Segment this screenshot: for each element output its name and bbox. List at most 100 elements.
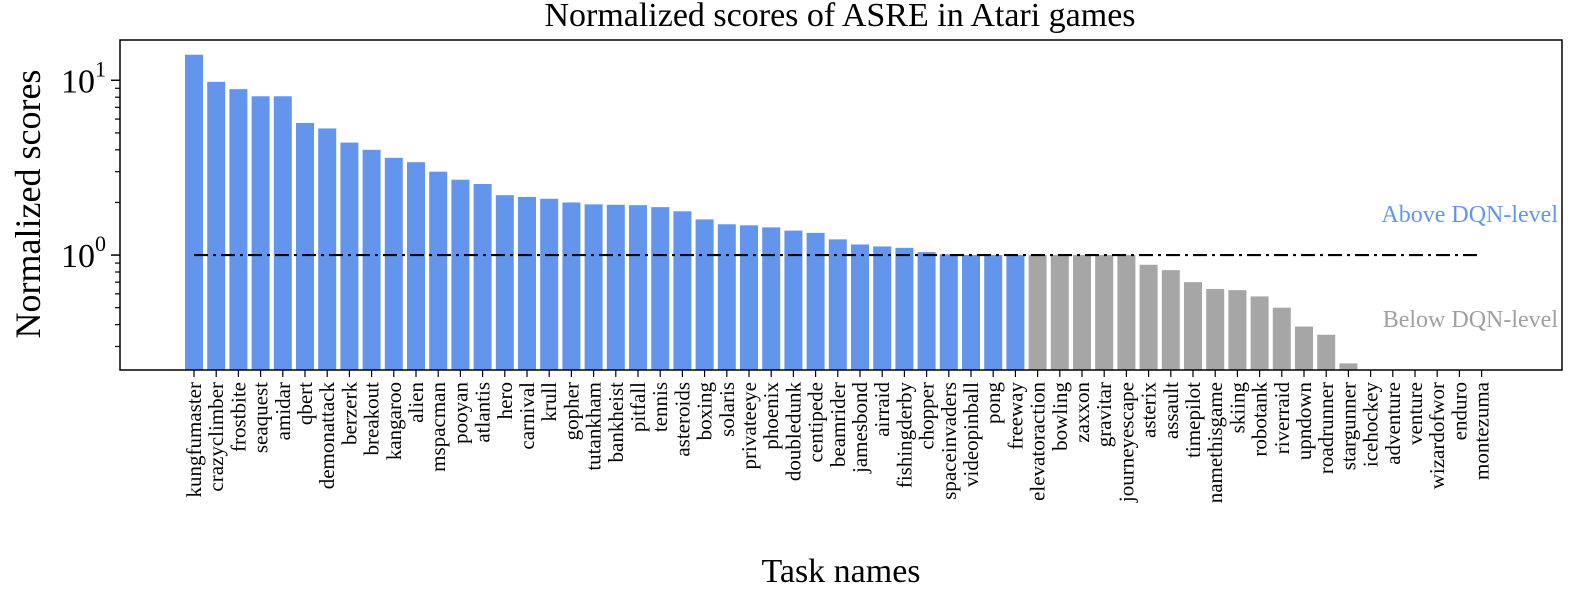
bar-hero [495, 195, 514, 370]
x-tick-label: timepilot [1181, 382, 1205, 458]
x-tick-label: demonattack [315, 382, 339, 490]
x-tick-label: beamrider [826, 382, 850, 467]
plot-frame [119, 39, 1563, 371]
x-tick-label: riverraid [1270, 382, 1294, 455]
bar-carnival [518, 196, 536, 370]
bar-doubledunk [784, 230, 803, 370]
bar-skiing [1228, 290, 1247, 370]
x-tick-label: tutankham [582, 382, 606, 471]
bar-frostbite [229, 89, 248, 370]
x-tick-label: doubledunk [781, 382, 805, 482]
x-tick-label: montezuma [1470, 381, 1494, 480]
x-tick-label: amidar [271, 382, 295, 440]
x-tick-label: robotank [1248, 382, 1272, 457]
x-tick-label: carnival [515, 382, 539, 450]
x-tick-label: fishingderby [892, 382, 916, 489]
bar-asteroids [673, 211, 692, 370]
bar-kangaroo [384, 157, 403, 370]
x-tick-label: kangaroo [382, 382, 406, 460]
bar-roadrunner [1317, 334, 1336, 370]
bar-robotank [1250, 296, 1269, 370]
bar-namethisgame [1206, 288, 1225, 370]
y-tick-label: 100 [61, 231, 106, 275]
x-tick-label: wizardofwor [1425, 382, 1449, 489]
bar-berzerk [340, 142, 359, 370]
x-tick-label: namethisgame [1203, 382, 1227, 503]
bar-riverraid [1272, 307, 1291, 370]
y-axis: 100 101 [61, 56, 120, 348]
bar-airraid [873, 246, 892, 370]
x-tick-label: kungfumaster [182, 382, 206, 497]
x-axis: kungfumastercrazyclimberfrostbiteseaques… [182, 370, 1494, 503]
bar-phoenix [762, 227, 781, 370]
x-tick-label: stargunner [1336, 382, 1360, 470]
annotation-above: Above DQN-level [1381, 202, 1558, 228]
bar-pooyan [451, 179, 470, 370]
x-tick-label: qbert [293, 382, 317, 425]
bar-zaxxon [1073, 255, 1091, 370]
x-tick-label: asteroids [670, 382, 694, 457]
x-tick-label: upndown [1292, 382, 1316, 461]
bar-alien [407, 162, 425, 370]
x-tick-label: roadrunner [1314, 382, 1338, 474]
x-tick-label: skiing [1225, 382, 1249, 434]
bar-freeway [1006, 255, 1025, 370]
bar-timepilot [1184, 282, 1202, 370]
x-tick-label: jamesbond [848, 382, 872, 474]
bar-asterix [1139, 264, 1158, 370]
annotation-below: Below DQN-level [1383, 307, 1559, 333]
bar-demonattack [318, 128, 337, 370]
x-tick-label: adventure [1381, 382, 1405, 465]
bar-bankheist [606, 204, 625, 370]
x-tick-label: seaquest [249, 382, 273, 453]
x-tick-label: elevatoraction [1026, 382, 1050, 501]
x-tick-label: breakout [360, 382, 384, 456]
bars-group [185, 54, 1358, 371]
x-tick-label: phoenix [759, 382, 783, 450]
bar-amidar [273, 96, 292, 371]
x-tick-label: chopper [915, 382, 939, 450]
bar-centipede [806, 232, 825, 370]
bar-pitfall [629, 205, 647, 370]
y-axis-label: Normalized scores [8, 70, 48, 339]
bar-assault [1161, 270, 1180, 370]
bar-atlantis [473, 184, 492, 370]
bar-tennis [651, 207, 670, 370]
x-tick-label: freeway [1003, 382, 1027, 450]
bar-beamrider [828, 239, 847, 370]
x-tick-label: videopinball [959, 382, 983, 487]
x-tick-label: atlantis [471, 382, 495, 443]
x-tick-label: zaxxon [1070, 382, 1094, 443]
bar-gravitar [1095, 255, 1114, 370]
bar-privateeye [740, 225, 758, 370]
x-tick-label: boxing [693, 382, 717, 441]
bar-spaceinvaders [939, 254, 958, 370]
x-tick-label: asterix [1137, 382, 1161, 438]
bar-solaris [717, 224, 736, 370]
bar-bowling [1050, 255, 1069, 370]
bar-journeyescape [1117, 255, 1136, 370]
bar-fishingderby [895, 247, 914, 370]
x-tick-label: frostbite [226, 382, 250, 452]
bar-chopper [917, 252, 936, 370]
x-tick-label: hero [493, 382, 517, 419]
x-tick-label: bankheist [604, 382, 628, 463]
bar-crazyclimber [207, 81, 226, 370]
x-tick-label: spaceinvaders [937, 382, 961, 500]
x-tick-label: journeyescape [1114, 382, 1138, 503]
x-tick-label: alien [404, 382, 428, 423]
x-tick-label: gravitar [1092, 382, 1116, 447]
bar-gopher [562, 202, 581, 370]
x-tick-label: bowling [1048, 382, 1072, 451]
bar-stargunner [1339, 363, 1358, 370]
x-tick-label: airraid [870, 382, 894, 437]
x-tick-label: berzerk [337, 382, 361, 445]
bar-mspacman [429, 171, 448, 370]
x-tick-label: icehockey [1359, 382, 1383, 468]
x-tick-label: pooyan [448, 382, 472, 444]
bar-boxing [695, 219, 714, 370]
bar-seaquest [251, 96, 270, 371]
x-tick-label: assault [1159, 382, 1183, 439]
bar-videopinball [962, 255, 980, 370]
x-tick-label: centipede [804, 382, 828, 462]
